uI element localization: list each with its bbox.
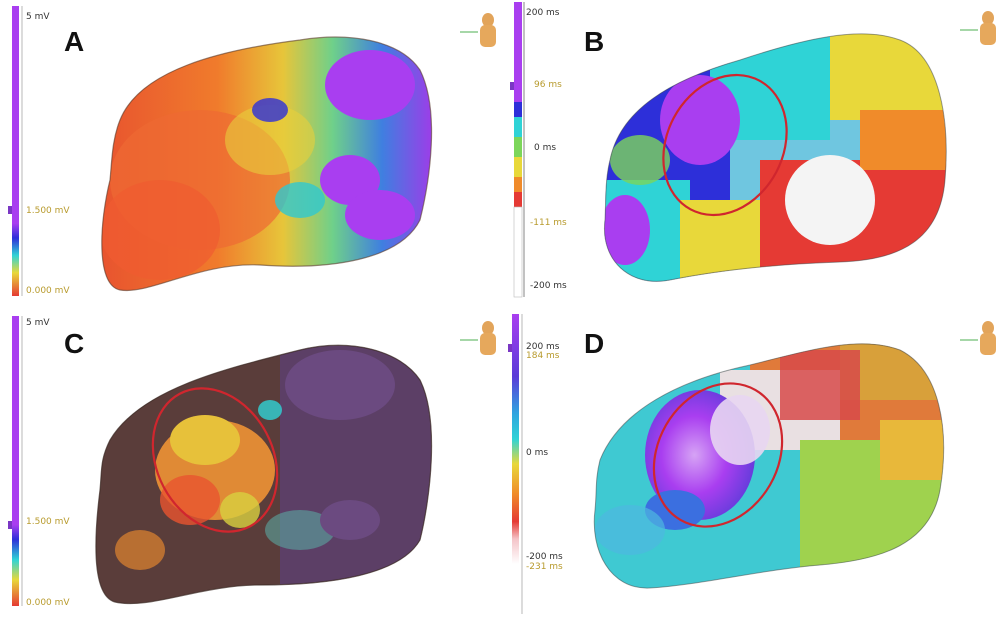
activation-map-d <box>593 343 945 589</box>
scale-b-mid-label: 0 ms <box>534 143 557 153</box>
panel-letter-b: B <box>584 26 605 57</box>
activation-scale-bar-b <box>510 2 525 298</box>
panel-d: 200 ms 184 ms 0 ms -200 ms -231 ms D <box>500 310 1000 620</box>
panel-c: 5 mV 1.500 mV 0.000 mV C <box>0 310 500 620</box>
voltage-scale-bar-c <box>8 316 23 606</box>
scale-c-mid-label: 1.500 mV <box>26 517 70 527</box>
scale-b-lower-label: -111 ms <box>530 218 567 228</box>
annotation-ring-b <box>662 73 788 217</box>
scale-d-bottom-label: -231 ms <box>526 562 563 572</box>
annotation-ring-d <box>652 382 784 528</box>
scale-a-mid-label: 1.500 mV <box>26 206 70 216</box>
voltage-scale-bar-a <box>8 6 23 296</box>
scale-c-bottom-label: 0.000 mV <box>26 598 70 608</box>
voltage-map-a <box>101 36 433 292</box>
orientation-torso-icon <box>460 13 496 47</box>
scale-d-mid-label: 0 ms <box>526 448 549 458</box>
scale-b-bottom-label: -200 ms <box>530 281 567 291</box>
orientation-torso-icon <box>960 321 996 355</box>
scale-a-bottom-label: 0.000 mV <box>26 286 70 296</box>
voltage-map-c <box>95 344 433 605</box>
panel-b: 200 ms 96 ms 0 ms -111 ms -200 ms B <box>500 0 1000 310</box>
scale-d-top-label: 200 ms <box>526 342 560 352</box>
activation-map-b <box>603 33 947 282</box>
scale-b-top-label: 200 ms <box>526 8 560 18</box>
scale-a-top-label: 5 mV <box>26 12 50 22</box>
scale-b-upper-label: 96 ms <box>534 80 562 90</box>
panel-letter-c: C <box>64 328 85 359</box>
annotation-ring-c <box>151 387 279 533</box>
activation-scale-bar-d <box>508 314 523 614</box>
panel-letter-a: A <box>64 26 85 57</box>
orientation-torso-icon <box>960 11 996 45</box>
scale-d-lower-label: -200 ms <box>526 552 563 562</box>
panel-a: 5 mV 1.500 mV 0.000 mV A <box>0 0 500 310</box>
panel-letter-d: D <box>584 328 605 359</box>
scale-c-top-label: 5 mV <box>26 318 50 328</box>
scale-d-upper-label: 184 ms <box>526 351 560 361</box>
orientation-torso-icon <box>460 321 496 355</box>
